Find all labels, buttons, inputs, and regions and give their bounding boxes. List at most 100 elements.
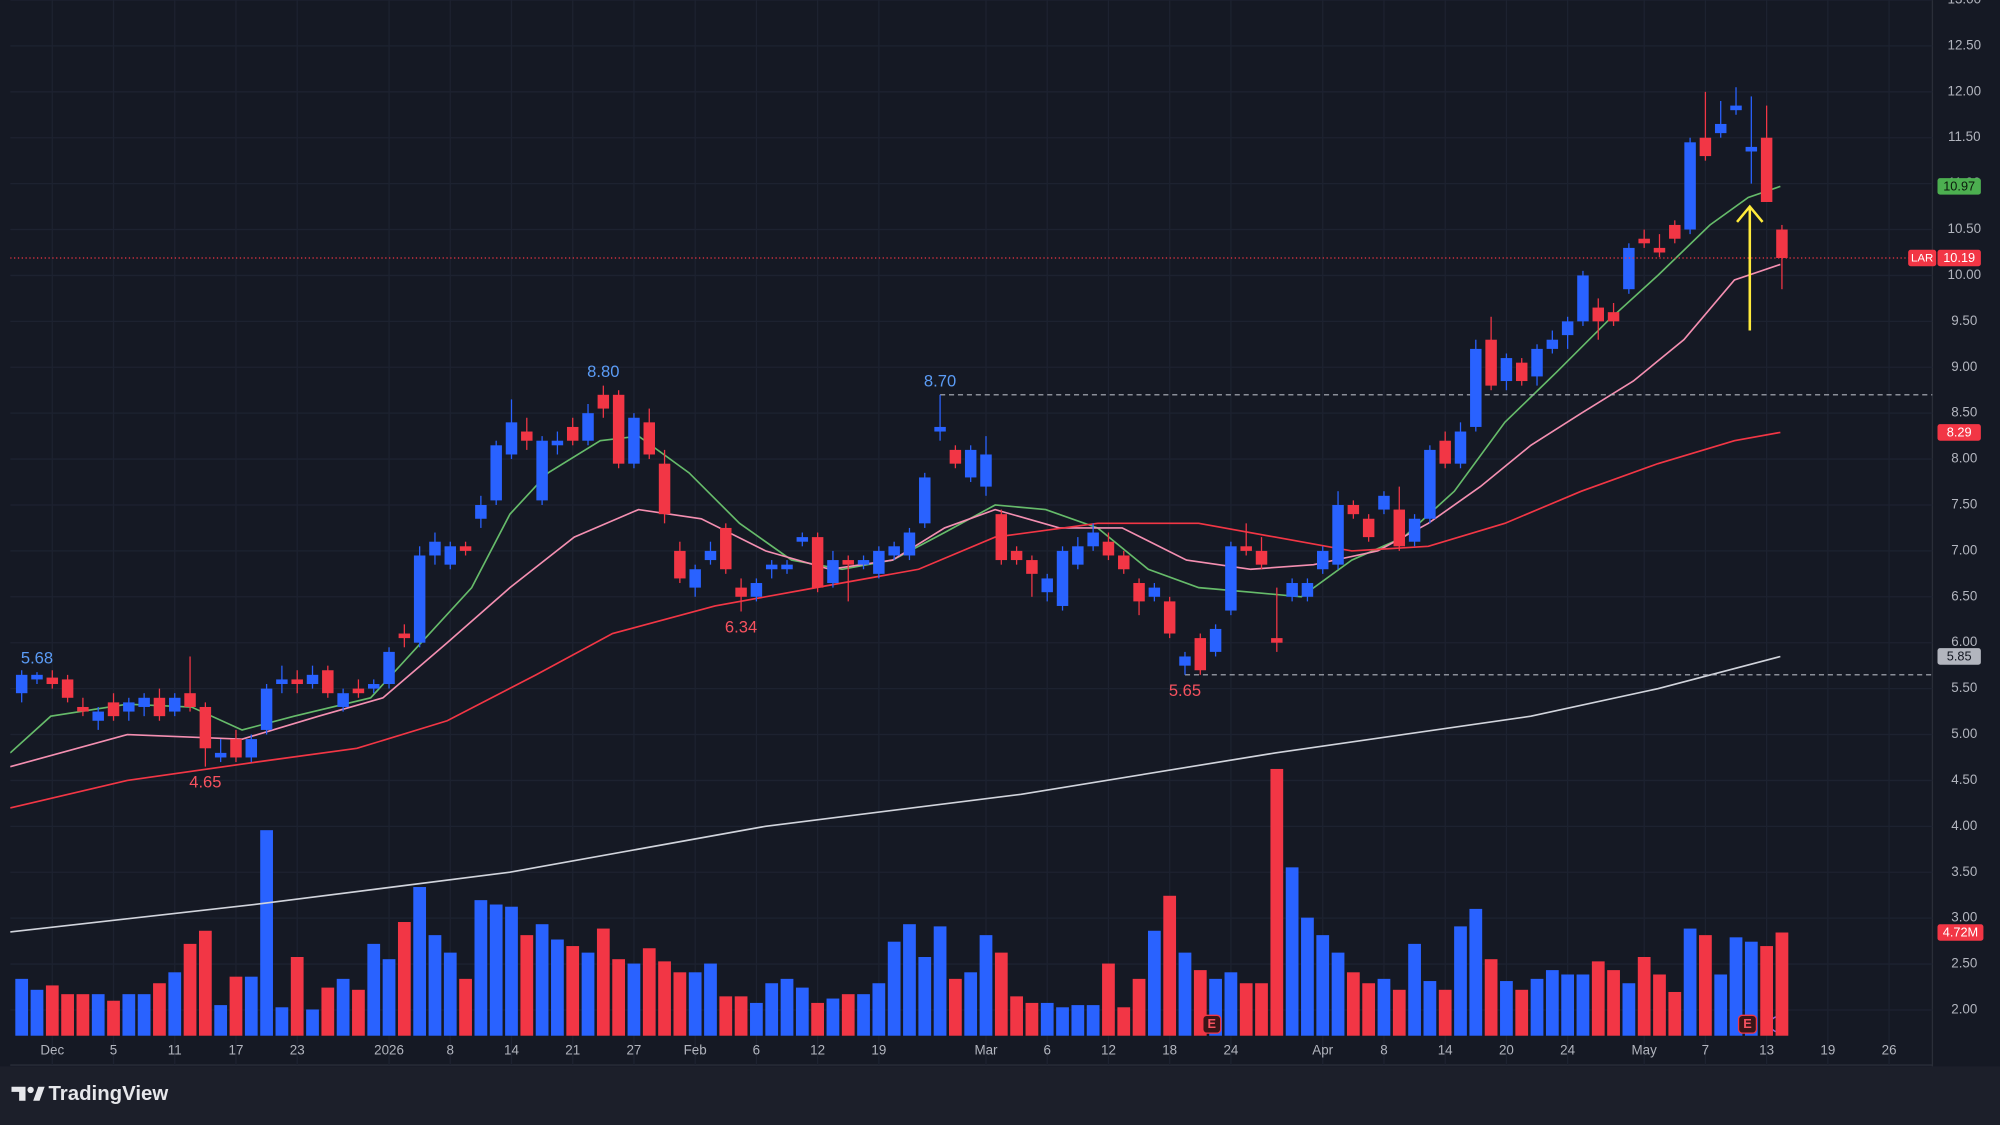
event-label: E: [1208, 1016, 1217, 1031]
candle-body: [505, 422, 518, 455]
price-badge-label: 10.19: [1943, 250, 1975, 265]
candle-body: [720, 527, 732, 570]
y-tick-label: 2.00: [1951, 1001, 1977, 1016]
volume-bar: [336, 978, 350, 1036]
volume-bar: [367, 943, 381, 1036]
candle-body: [1148, 587, 1161, 597]
candle-body: [582, 413, 594, 441]
x-tick-label: 14: [504, 1043, 519, 1058]
volume-bar: [1561, 974, 1575, 1036]
y-tick-label: 12.50: [1948, 37, 1981, 52]
volume-bar: [734, 996, 748, 1036]
volume-bar: [780, 978, 794, 1036]
volume-bar: [321, 987, 335, 1036]
volume-bar: [1591, 961, 1605, 1036]
volume-bar: [1760, 946, 1774, 1036]
candle-body: [1240, 546, 1252, 551]
candle-body: [1072, 546, 1084, 565]
candle-body: [1286, 583, 1298, 597]
volume-bar: [505, 906, 518, 1036]
volume-badge-label: 4.72M: [1943, 925, 1978, 940]
candle-body: [643, 422, 655, 455]
volume-bar: [214, 1005, 228, 1036]
candle-body: [429, 541, 441, 556]
volume-bar: [535, 924, 549, 1036]
x-tick-label: 27: [626, 1043, 641, 1058]
candle-body: [1378, 495, 1390, 510]
volume-bar: [872, 983, 886, 1036]
volume-bar: [1454, 926, 1467, 1036]
volume-bar: [1040, 1002, 1054, 1036]
volume-bar: [949, 978, 962, 1036]
candle-body: [566, 426, 579, 441]
candle-body: [475, 504, 487, 519]
brand-name: TradingView: [48, 1083, 168, 1105]
y-tick-label: 6.50: [1951, 588, 1977, 603]
y-tick-label: 5.50: [1951, 680, 1977, 695]
x-tick-label: 6: [1043, 1043, 1050, 1058]
x-tick-label: Mar: [974, 1043, 998, 1058]
candle-body: [1515, 362, 1528, 382]
candle-body: [964, 449, 977, 478]
volume-bar: [1699, 935, 1712, 1036]
y-tick-label: 5.00: [1951, 726, 1977, 741]
candle-body: [704, 550, 717, 561]
volume-bar: [1622, 983, 1636, 1036]
candle-body: [796, 537, 809, 542]
candle-body: [1500, 358, 1513, 382]
volume-bar: [30, 989, 44, 1036]
volume-bar: [826, 998, 840, 1036]
volume-bar: [1346, 972, 1360, 1036]
x-tick-label: 11: [168, 1043, 182, 1058]
candle-body: [1485, 339, 1497, 386]
candle-body: [597, 394, 610, 409]
volume-bar: [1224, 972, 1238, 1036]
volume-bar: [994, 952, 1008, 1036]
candle-body: [1531, 348, 1543, 377]
volume-bar: [673, 972, 687, 1036]
volume-bar: [1377, 978, 1391, 1036]
price-badge-label: 5.85: [1947, 648, 1972, 663]
candle-body: [689, 569, 701, 588]
candle-body: [184, 693, 196, 707]
candle-body: [459, 546, 472, 551]
candle-body: [1760, 137, 1773, 202]
candle-body: [1714, 123, 1727, 134]
volume-bar: [642, 948, 656, 1036]
candle-body: [1194, 638, 1207, 671]
candle-body: [1118, 555, 1130, 570]
volume-bar: [612, 959, 626, 1036]
brand-logo: [11, 1086, 45, 1101]
moving-average: [10, 263, 1781, 768]
ticker-tag: [1908, 249, 1937, 267]
candle-body: [1470, 348, 1482, 427]
candle-body: [1424, 449, 1436, 519]
candle-body: [383, 651, 395, 685]
x-tick-label: 12: [1101, 1043, 1116, 1058]
price-badge: [1937, 648, 1981, 665]
candle-body: [857, 560, 870, 565]
x-tick-label: 19: [871, 1043, 886, 1058]
volume-bar: [551, 939, 564, 1036]
volume-bar: [964, 972, 978, 1036]
candle-body: [123, 702, 135, 712]
volume-bar: [61, 994, 74, 1036]
x-tick-label: Apr: [1312, 1043, 1333, 1058]
volume-bar: [918, 956, 932, 1036]
candle-body: [1271, 638, 1283, 643]
volume-bar: [260, 830, 273, 1036]
volume-bar: [1285, 867, 1299, 1036]
volume-bar: [1178, 952, 1192, 1036]
x-tick-label: 12: [810, 1043, 825, 1058]
x-tick-label: Feb: [684, 1043, 707, 1058]
candle-body: [169, 697, 181, 712]
y-tick-label: 12.00: [1948, 83, 1981, 98]
arrow-head: [1736, 204, 1764, 223]
candle-body: [230, 739, 242, 758]
x-tick-label: 23: [290, 1043, 305, 1058]
y-tick-label: 9.50: [1951, 313, 1977, 328]
y-tick-label: 10.00: [1948, 267, 1981, 282]
volume-bar: [1500, 981, 1513, 1036]
candle-body: [322, 670, 334, 694]
